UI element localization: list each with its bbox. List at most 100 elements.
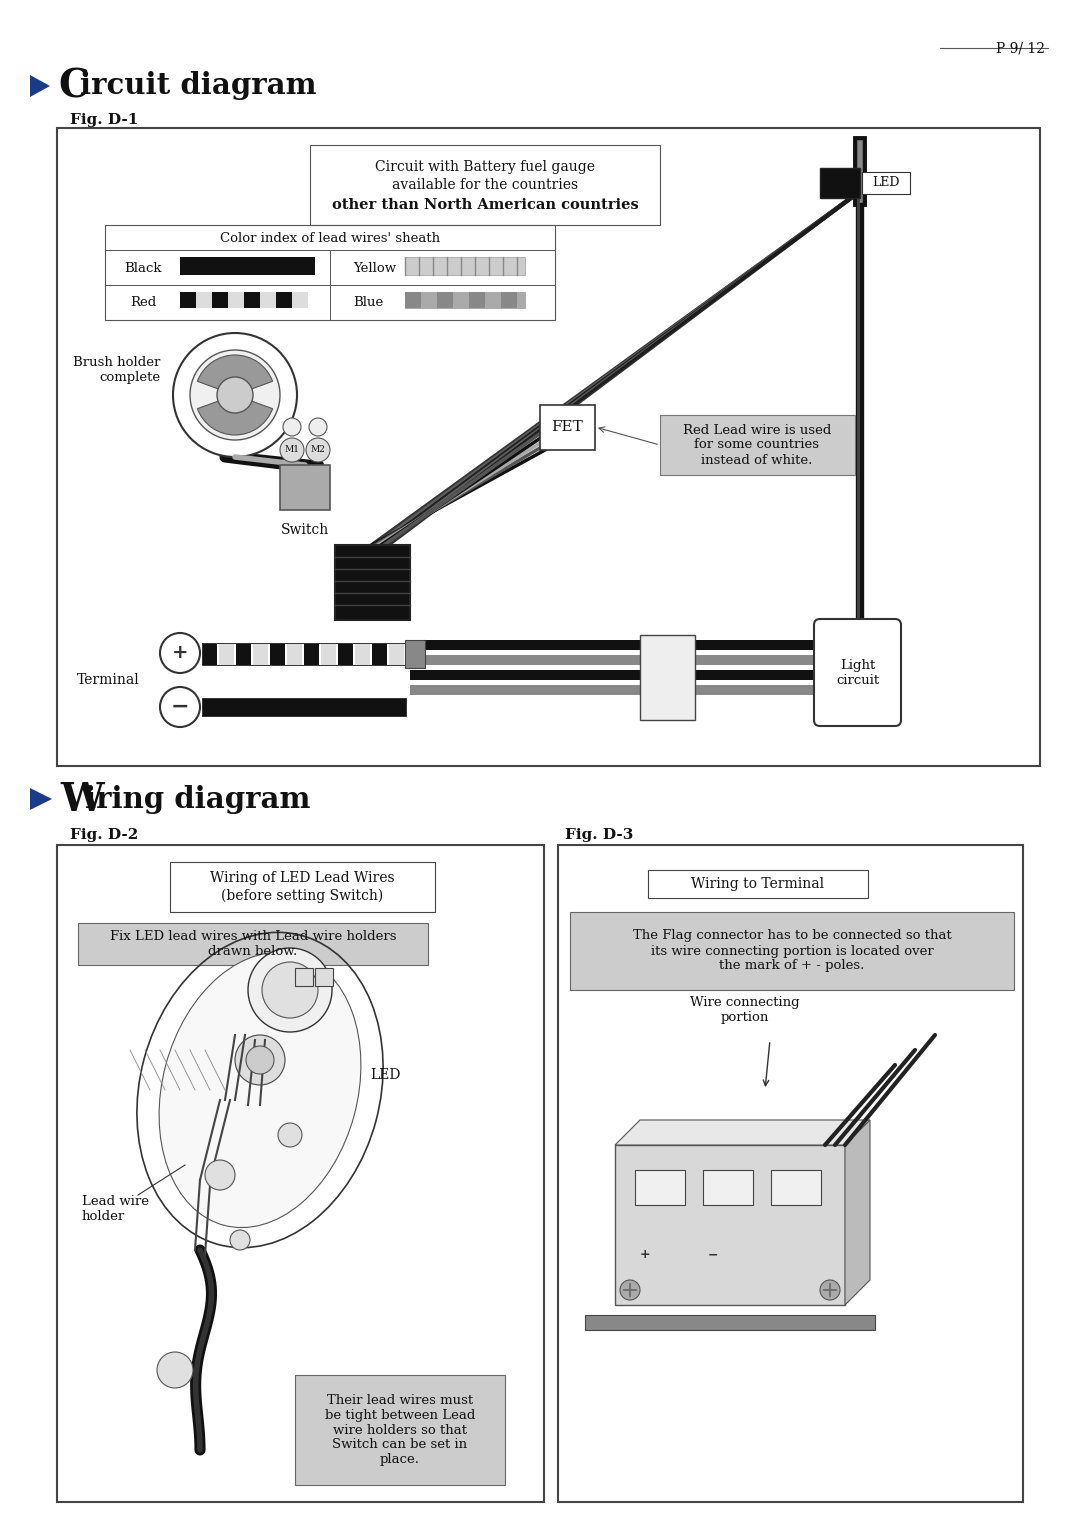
Circle shape — [262, 962, 318, 1019]
Text: Wiring to Terminal: Wiring to Terminal — [691, 876, 824, 890]
Text: +: + — [639, 1249, 650, 1261]
Bar — [635, 1170, 685, 1205]
Text: Yellow: Yellow — [353, 261, 396, 275]
Bar — [303, 643, 319, 664]
Bar — [405, 292, 525, 308]
Text: Wiring of LED Lead Wires: Wiring of LED Lead Wires — [210, 870, 394, 886]
Text: Fig. D-2: Fig. D-2 — [70, 828, 138, 841]
Polygon shape — [615, 1145, 845, 1306]
Text: available for the countries: available for the countries — [392, 179, 578, 192]
Circle shape — [278, 1122, 302, 1147]
Text: Fig. D-1: Fig. D-1 — [70, 113, 138, 127]
Text: Switch: Switch — [281, 524, 329, 538]
Bar — [696, 655, 850, 664]
Polygon shape — [845, 1119, 870, 1306]
Circle shape — [280, 438, 303, 463]
Bar — [180, 257, 315, 275]
Text: Circuit with Battery fuel gauge: Circuit with Battery fuel gauge — [375, 160, 595, 174]
Circle shape — [157, 1351, 193, 1388]
Text: +: + — [172, 644, 188, 663]
Bar — [696, 640, 850, 651]
Bar — [372, 643, 387, 664]
Circle shape — [160, 634, 200, 673]
Bar — [310, 145, 660, 224]
Bar — [315, 968, 333, 986]
Text: Terminal: Terminal — [78, 673, 140, 687]
Bar — [501, 292, 517, 308]
Text: Lead wire
holder: Lead wire holder — [82, 1196, 149, 1223]
Bar — [437, 292, 453, 308]
Bar — [389, 643, 404, 664]
Bar — [696, 670, 850, 680]
Bar — [410, 640, 660, 651]
Text: Black: Black — [124, 261, 162, 275]
Bar — [195, 292, 212, 308]
Circle shape — [620, 1280, 640, 1299]
Polygon shape — [615, 1119, 870, 1145]
Bar — [410, 686, 660, 695]
Bar — [570, 912, 1014, 989]
Text: W: W — [60, 780, 104, 818]
Bar — [287, 643, 302, 664]
Bar — [295, 968, 313, 986]
Text: LED: LED — [873, 177, 900, 189]
Bar — [660, 415, 855, 475]
Bar — [820, 625, 895, 721]
Text: Fix LED lead wires with Lead wire holders
drawn below.: Fix LED lead wires with Lead wire holder… — [110, 930, 396, 957]
Bar — [202, 643, 217, 664]
Bar — [469, 292, 485, 308]
Text: Light
circuit: Light circuit — [836, 658, 879, 687]
Bar — [292, 292, 308, 308]
Bar — [648, 870, 868, 898]
Bar — [253, 643, 268, 664]
Bar — [405, 257, 525, 275]
Text: FET: FET — [551, 420, 583, 434]
Bar — [640, 635, 696, 721]
Text: The Flag connector has to be connected so that
its wire connecting portion is lo: The Flag connector has to be connected s… — [633, 930, 951, 973]
Bar — [820, 168, 860, 199]
Bar — [228, 292, 244, 308]
Circle shape — [246, 1046, 274, 1073]
Bar — [202, 698, 406, 716]
Bar — [202, 643, 406, 664]
Circle shape — [306, 438, 330, 463]
Text: Red: Red — [130, 296, 157, 310]
Bar — [170, 863, 435, 912]
Bar — [270, 643, 285, 664]
Polygon shape — [30, 75, 50, 98]
FancyBboxPatch shape — [814, 618, 901, 725]
Circle shape — [309, 418, 327, 437]
Circle shape — [230, 1231, 249, 1251]
Bar — [405, 640, 426, 667]
Text: ircuit diagram: ircuit diagram — [80, 72, 316, 101]
Bar — [219, 643, 234, 664]
Text: Wire connecting
portion: Wire connecting portion — [690, 996, 800, 1025]
Polygon shape — [30, 788, 52, 809]
Circle shape — [217, 377, 253, 412]
Bar — [280, 466, 330, 510]
Bar — [696, 686, 850, 695]
Bar — [410, 655, 660, 664]
Bar — [57, 844, 544, 1503]
Bar — [703, 1170, 753, 1205]
Bar — [405, 292, 421, 308]
Circle shape — [190, 350, 280, 440]
Text: M2: M2 — [311, 446, 325, 455]
Circle shape — [820, 1280, 840, 1299]
Text: iring diagram: iring diagram — [85, 785, 310, 814]
Circle shape — [248, 948, 332, 1032]
Text: C: C — [58, 67, 89, 105]
Text: Red Lead wire is used
for some countries
instead of white.: Red Lead wire is used for some countries… — [683, 423, 832, 467]
Bar — [321, 643, 336, 664]
Text: Brush holder
complete: Brush holder complete — [72, 356, 160, 383]
Bar — [276, 292, 292, 308]
Text: −: − — [171, 696, 189, 718]
Bar — [355, 643, 370, 664]
Text: Blue: Blue — [353, 296, 383, 310]
Text: −: − — [707, 1249, 718, 1261]
Bar — [57, 128, 1040, 767]
Bar — [558, 844, 1023, 1503]
Text: M1: M1 — [284, 446, 299, 455]
Ellipse shape — [159, 953, 361, 1228]
Text: Color index of lead wires' sheath: Color index of lead wires' sheath — [220, 232, 440, 246]
